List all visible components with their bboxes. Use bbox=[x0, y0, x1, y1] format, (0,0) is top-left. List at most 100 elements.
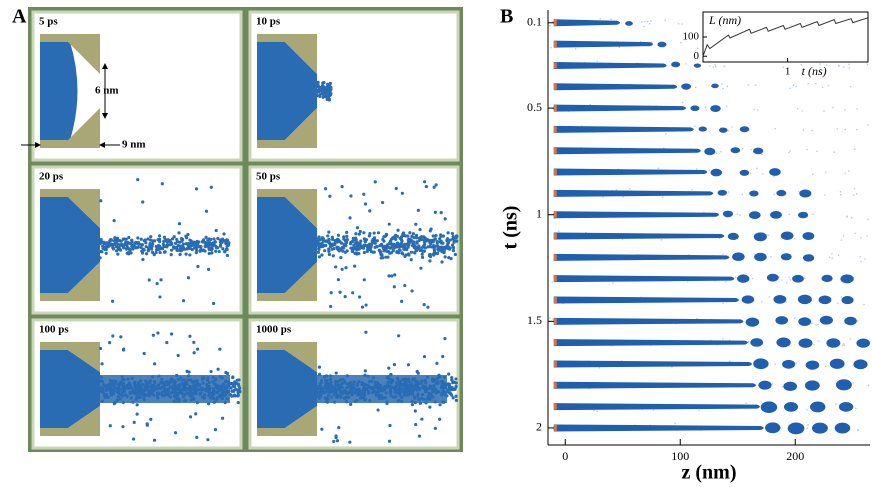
mist bbox=[828, 256, 831, 259]
mist bbox=[549, 24, 551, 27]
nozzle-mark bbox=[553, 297, 557, 303]
mist bbox=[848, 170, 850, 172]
molecule bbox=[371, 250, 375, 254]
molecule bbox=[451, 249, 456, 253]
mist bbox=[788, 151, 790, 154]
molecule bbox=[373, 238, 377, 242]
y-tick-label: 0 bbox=[694, 50, 700, 62]
molecule bbox=[146, 237, 150, 241]
molecule bbox=[320, 427, 324, 431]
mist bbox=[807, 82, 810, 85]
droplet bbox=[766, 273, 779, 282]
droplet bbox=[805, 360, 820, 370]
nozzle-mark bbox=[553, 318, 557, 325]
molecule bbox=[161, 242, 165, 246]
x-tick-label: 0 bbox=[562, 449, 568, 463]
molecule bbox=[426, 305, 430, 309]
mist bbox=[722, 87, 724, 90]
molecule bbox=[384, 255, 388, 259]
molecule bbox=[362, 250, 366, 255]
mist bbox=[866, 63, 869, 66]
snapshot-label: 50 ps bbox=[256, 171, 281, 183]
mist bbox=[731, 126, 733, 128]
molecule bbox=[102, 242, 107, 246]
mist bbox=[773, 175, 775, 178]
molecule bbox=[145, 422, 149, 426]
molecule bbox=[338, 290, 342, 294]
mist bbox=[574, 48, 577, 50]
molecule bbox=[432, 185, 436, 189]
molecule bbox=[158, 295, 162, 299]
molecule bbox=[422, 354, 427, 359]
molecule bbox=[156, 331, 160, 335]
molecule bbox=[329, 291, 333, 295]
nozzle-wall bbox=[257, 406, 317, 436]
nozzle-mark bbox=[553, 360, 557, 367]
molecule bbox=[436, 244, 440, 248]
molecule bbox=[108, 424, 112, 428]
molecule bbox=[318, 243, 322, 247]
mist bbox=[756, 109, 759, 111]
mist bbox=[646, 20, 649, 23]
droplet bbox=[804, 380, 820, 391]
molecule bbox=[360, 305, 365, 309]
mist bbox=[795, 362, 798, 364]
snapshot: 5 ps 6 nm 9 nm bbox=[21, 10, 243, 162]
molecule bbox=[135, 403, 139, 407]
mist bbox=[694, 86, 697, 89]
molecule bbox=[169, 332, 174, 336]
mist bbox=[814, 82, 817, 85]
molecule bbox=[229, 386, 233, 390]
droplet bbox=[797, 294, 812, 305]
mist bbox=[722, 302, 724, 305]
nozzle-wall bbox=[257, 262, 317, 301]
molecule bbox=[209, 369, 213, 374]
mist bbox=[761, 172, 764, 175]
molecule bbox=[200, 240, 204, 244]
mist bbox=[831, 252, 833, 255]
mist bbox=[838, 65, 840, 68]
molecule bbox=[108, 341, 112, 345]
jet-stream bbox=[553, 232, 725, 240]
molecule bbox=[348, 440, 352, 444]
mist bbox=[835, 403, 837, 405]
molecule bbox=[170, 248, 174, 252]
molecule bbox=[150, 250, 155, 254]
molecule bbox=[218, 347, 222, 351]
mist bbox=[837, 254, 840, 256]
molecule bbox=[196, 264, 200, 269]
molecule bbox=[149, 417, 153, 421]
molecule bbox=[431, 234, 435, 238]
molecule bbox=[376, 231, 381, 235]
mist bbox=[727, 191, 730, 193]
molecule bbox=[415, 240, 419, 244]
molecule bbox=[318, 238, 323, 242]
snapshot: 10 ps bbox=[248, 10, 460, 162]
molecule bbox=[357, 247, 361, 251]
molecule bbox=[419, 266, 423, 270]
mist bbox=[853, 187, 856, 190]
molecule bbox=[327, 249, 331, 253]
molecule bbox=[400, 191, 404, 195]
molecule bbox=[392, 363, 397, 367]
molecule bbox=[452, 380, 456, 384]
jet-stream bbox=[553, 360, 752, 368]
molecule bbox=[420, 417, 424, 421]
mist bbox=[714, 65, 717, 68]
molecule bbox=[329, 304, 333, 309]
nozzle-mark bbox=[553, 233, 557, 240]
mist bbox=[674, 422, 677, 425]
molecule bbox=[384, 232, 388, 237]
molecule bbox=[126, 240, 130, 245]
molecule bbox=[112, 239, 116, 243]
nozzle-wall bbox=[40, 189, 100, 228]
molecule bbox=[359, 244, 364, 248]
molecule bbox=[388, 251, 392, 255]
x-tick-label: 200 bbox=[786, 449, 804, 463]
mist bbox=[825, 64, 828, 66]
molecule bbox=[351, 239, 355, 243]
mist bbox=[831, 257, 833, 260]
nozzle-mark bbox=[553, 126, 557, 133]
droplet bbox=[770, 210, 782, 219]
mist bbox=[708, 168, 711, 171]
